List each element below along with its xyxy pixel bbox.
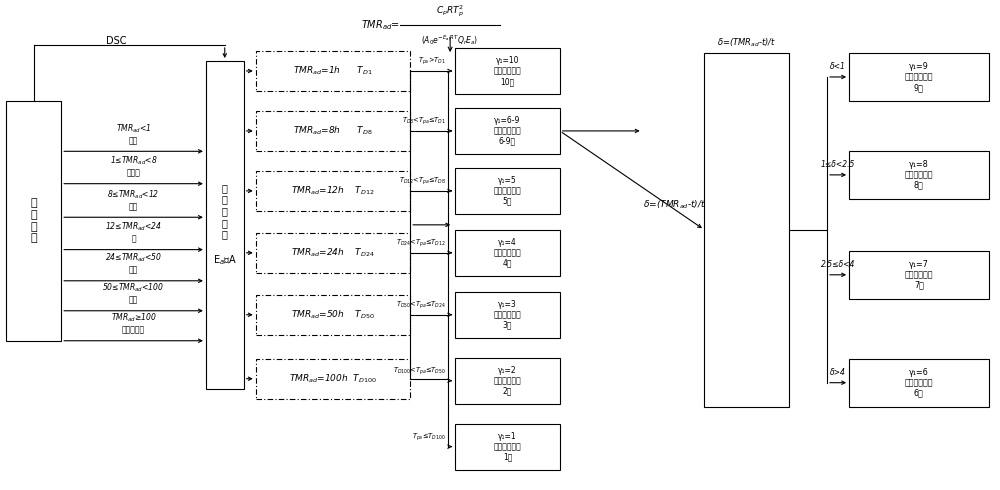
Text: $TMR_{ad}$<1
频繁: $TMR_{ad}$<1 频繁	[116, 122, 151, 146]
Text: γ₁=1
物料热稳定性
1级: γ₁=1 物料热稳定性 1级	[494, 432, 521, 462]
Text: $TMR_{ad}$=12h    $T_{D12}$: $TMR_{ad}$=12h $T_{D12}$	[291, 185, 375, 197]
FancyBboxPatch shape	[256, 359, 410, 399]
FancyBboxPatch shape	[206, 61, 244, 389]
FancyBboxPatch shape	[849, 53, 989, 101]
Text: $TMR_{ad}$≥100
几乎不可能: $TMR_{ad}$≥100 几乎不可能	[111, 312, 157, 335]
FancyBboxPatch shape	[256, 111, 410, 151]
Text: δ>4: δ>4	[830, 368, 846, 377]
FancyBboxPatch shape	[455, 168, 560, 214]
Text: $C_pRT_p^2$: $C_pRT_p^2$	[436, 3, 464, 19]
Text: γ₁=9
物料热稳定性
9级: γ₁=9 物料热稳定性 9级	[905, 62, 933, 92]
Text: $T_{D12}$<$T_{pa}$≤$T_{D8}$: $T_{D12}$<$T_{pa}$≤$T_{D8}$	[399, 175, 446, 187]
FancyBboxPatch shape	[455, 108, 560, 154]
Text: γ₁=6
物料热稳定性
6级: γ₁=6 物料热稳定性 6级	[905, 368, 933, 397]
FancyBboxPatch shape	[256, 51, 410, 91]
Text: 12≤$TMR_{ad}$<24
少: 12≤$TMR_{ad}$<24 少	[105, 220, 162, 244]
Text: γ₁=4
物料热稳定性
4级: γ₁=4 物料热稳定性 4级	[494, 238, 521, 268]
Text: $TMR_{ad}$=1h      $T_{D1}$: $TMR_{ad}$=1h $T_{D1}$	[293, 65, 373, 77]
Text: γ₁=7
物料热稳定性
7级: γ₁=7 物料热稳定性 7级	[905, 260, 933, 290]
FancyBboxPatch shape	[849, 251, 989, 299]
FancyBboxPatch shape	[849, 359, 989, 407]
Text: $T_{D24}$<$T_{pa}$≤$T_{D12}$: $T_{D24}$<$T_{pa}$≤$T_{D12}$	[396, 237, 446, 249]
Text: $TMR_{ad}$=: $TMR_{ad}$=	[361, 18, 400, 32]
Text: 2.5≤δ<4: 2.5≤δ<4	[821, 260, 855, 269]
FancyBboxPatch shape	[6, 101, 61, 341]
FancyBboxPatch shape	[849, 151, 989, 199]
Text: $\delta$=($TMR_{ad}$-t)/t: $\delta$=($TMR_{ad}$-t)/t	[643, 198, 706, 211]
Text: 实
验
物
料: 实 验 物 料	[30, 198, 37, 243]
Text: $\delta$=($TMR_{ad}$-$t$)/$t$: $\delta$=($TMR_{ad}$-$t$)/$t$	[717, 36, 776, 49]
Text: γ₁=6-9
物料热稳定性
6-9级: γ₁=6-9 物料热稳定性 6-9级	[494, 116, 521, 146]
FancyBboxPatch shape	[704, 53, 789, 407]
Text: 50≤$TMR_{ad}$<100
极少: 50≤$TMR_{ad}$<100 极少	[102, 282, 165, 305]
FancyBboxPatch shape	[455, 48, 560, 94]
Text: γ₁=8
物料热稳定性
8级: γ₁=8 物料热稳定性 8级	[905, 160, 933, 190]
Text: 8≤$TMR_{ad}$<12
偶尔: 8≤$TMR_{ad}$<12 偶尔	[107, 188, 160, 211]
Text: $TMR_{ad}$=50h    $T_{D50}$: $TMR_{ad}$=50h $T_{D50}$	[291, 309, 375, 321]
Text: γ₁=10
物料热稳定性
10级: γ₁=10 物料热稳定性 10级	[494, 56, 521, 86]
Text: $TMR_{ad}$=24h    $T_{D24}$: $TMR_{ad}$=24h $T_{D24}$	[291, 246, 375, 259]
Text: 1≤$TMR_{ad}$<8
很可能: 1≤$TMR_{ad}$<8 很可能	[110, 155, 157, 178]
Text: 1≤δ<2.5: 1≤δ<2.5	[821, 160, 855, 169]
Text: γ₁=3
物料热稳定性
3级: γ₁=3 物料热稳定性 3级	[494, 300, 521, 330]
FancyBboxPatch shape	[256, 295, 410, 335]
Text: $T_{D50}$<$T_{pa}$≤$T_{D24}$: $T_{D50}$<$T_{pa}$≤$T_{D24}$	[396, 299, 446, 311]
Text: δ<1: δ<1	[830, 62, 846, 71]
Text: 24≤$TMR_{ad}$<50
很少: 24≤$TMR_{ad}$<50 很少	[105, 252, 162, 275]
Text: $T_{pa}$>$T_{D1}$: $T_{pa}$>$T_{D1}$	[418, 55, 446, 67]
Text: γ₁=2
物料热稳定性
2级: γ₁=2 物料热稳定性 2级	[494, 366, 521, 395]
Text: $T_{pa}$≤$T_{D100}$: $T_{pa}$≤$T_{D100}$	[412, 431, 446, 442]
FancyBboxPatch shape	[455, 230, 560, 276]
Text: $T_{D100}$<$T_{pa}$≤$T_{D50}$: $T_{D100}$<$T_{pa}$≤$T_{D50}$	[393, 365, 446, 377]
Text: $TMR_{ad}$=8h      $T_{D8}$: $TMR_{ad}$=8h $T_{D8}$	[293, 124, 373, 137]
Text: γ₁=5
物料热稳定性
5级: γ₁=5 物料热稳定性 5级	[494, 176, 521, 206]
FancyBboxPatch shape	[256, 171, 410, 211]
FancyBboxPatch shape	[455, 292, 560, 338]
FancyBboxPatch shape	[256, 233, 410, 273]
Text: $TMR_{ad}$=100h  $T_{D100}$: $TMR_{ad}$=100h $T_{D100}$	[289, 372, 377, 385]
Text: 动
力
学
参
数

E$_a$、A: 动 力 学 参 数 E$_a$、A	[213, 183, 237, 267]
Text: DSC: DSC	[106, 36, 126, 46]
Text: $(A_0e^{-E_a/RT}Q_rE_a)$: $(A_0e^{-E_a/RT}Q_rE_a)$	[421, 33, 479, 47]
FancyBboxPatch shape	[455, 358, 560, 404]
FancyBboxPatch shape	[455, 424, 560, 469]
Text: $T_{D8}$<$T_{pa}$≤$T_{D1}$: $T_{D8}$<$T_{pa}$≤$T_{D1}$	[402, 116, 446, 127]
